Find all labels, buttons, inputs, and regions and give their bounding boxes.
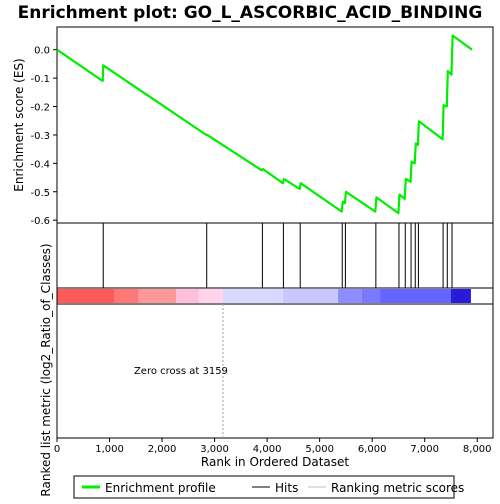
x-tick-label: 8,000 [463, 444, 492, 455]
y-tick-label: -0.2 [30, 103, 50, 114]
y-tick-label: -0.1 [30, 74, 50, 85]
heatmap-segment [114, 289, 139, 303]
heatmap-segment [380, 289, 451, 303]
x-axis-label: Rank in Ordered Dataset [201, 455, 349, 469]
legend: Enrichment profile Hits Ranking metric sco… [82, 481, 464, 495]
x-axis: 0 1,000 2,000 3,000 4,000 5,000 6,000 7,000 8,00… [54, 438, 492, 455]
metric-panel-frame [56, 303, 494, 439]
x-tick-label: 2,000 [148, 444, 177, 455]
es-line-layer [56, 34, 473, 215]
enrichment-profile-line [56, 34, 473, 215]
heatmap-segment [450, 289, 471, 303]
heatmap-segment [198, 289, 223, 303]
y-tick-label: 0.0 [34, 46, 50, 57]
heatmap-segment [138, 289, 177, 303]
heatmap-segment [57, 289, 115, 303]
heatmap-segment [282, 289, 339, 303]
x-tick-label: 6,000 [358, 444, 387, 455]
x-tick-label: 7,000 [410, 444, 439, 455]
chart-title: Enrichment plot: GO_L_ASCORBIC_ACID_BIND… [18, 3, 483, 23]
es-y-axis: 0.0 -0.1 -0.2 -0.3 -0.4 -0.5 -0.6 [30, 46, 57, 227]
hits-layer [102, 223, 453, 288]
heatmap-segment [176, 289, 199, 303]
x-tick-label: 5,000 [305, 444, 334, 455]
legend-label: Enrichment profile [105, 481, 216, 495]
legend-label: Ranking metric scores [331, 481, 464, 495]
y-tick-label: -0.3 [30, 131, 50, 142]
ranking-heatmap [57, 289, 471, 303]
heatmap-segment [338, 289, 362, 303]
heatmap-segment [361, 289, 381, 303]
x-tick-label: 4,000 [253, 444, 282, 455]
x-tick-label: 0 [54, 444, 60, 455]
x-tick-label: 1,000 [95, 444, 124, 455]
y-tick-label: -0.5 [30, 188, 50, 199]
legend-label: Hits [275, 481, 298, 495]
heatmap-segment [222, 289, 283, 303]
y-tick-label: -0.4 [30, 159, 50, 170]
metric-y-axis-label: Ranked list metric (log2_Ratio_of_Classe… [39, 243, 53, 496]
x-tick-label: 3,000 [200, 444, 229, 455]
y-tick-label: -0.6 [30, 216, 50, 227]
zero-cross-annotation: Zero cross at 3159 [134, 366, 228, 377]
es-y-axis-label: Enrichment score (ES) [12, 58, 26, 191]
